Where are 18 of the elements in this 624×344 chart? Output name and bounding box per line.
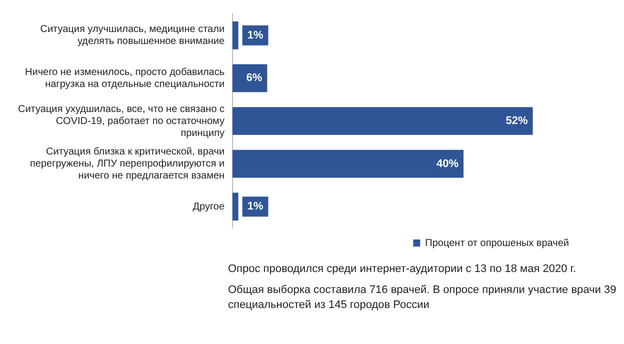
data-label: 1% [247, 29, 264, 42]
data-label: 52% [506, 115, 528, 128]
text: Опрос проводился среди интернет-аудитории с 13 по 18 мая 2020 г. [228, 262, 577, 277]
bar [232, 150, 464, 178]
data-label: 1% [247, 200, 264, 213]
data-label: 6% [246, 72, 262, 84]
bar [232, 192, 238, 221]
y-tick-label: Ничего не изменилось, просто добавилась нагрузка на отдельные специальности [25, 66, 225, 90]
bar [232, 64, 268, 92]
y-tick-label: Другое [192, 201, 225, 212]
text: Общая выборка составила 716 врачей. В опросе приняли участие врачи 39 специальностей из 145 городов России [228, 283, 618, 313]
legend-label: Процент от опрошеных врачей [425, 238, 570, 249]
data-label: 40% [436, 158, 459, 170]
bar [232, 107, 533, 135]
y-tick-label: Ситуация ухудшилась, все, что не связано с COVID-19, работает по остаточному принципу [18, 104, 225, 139]
y-tick-label: Ситуация близка к критической, врачи перегружены, ЛПУ перепрофилируются и ничего не предлагается взамен [30, 146, 225, 182]
bar [232, 21, 238, 50]
y-tick-label: Ситуация улучшилась, медицине стали уделять повышенное внимание [40, 24, 225, 48]
